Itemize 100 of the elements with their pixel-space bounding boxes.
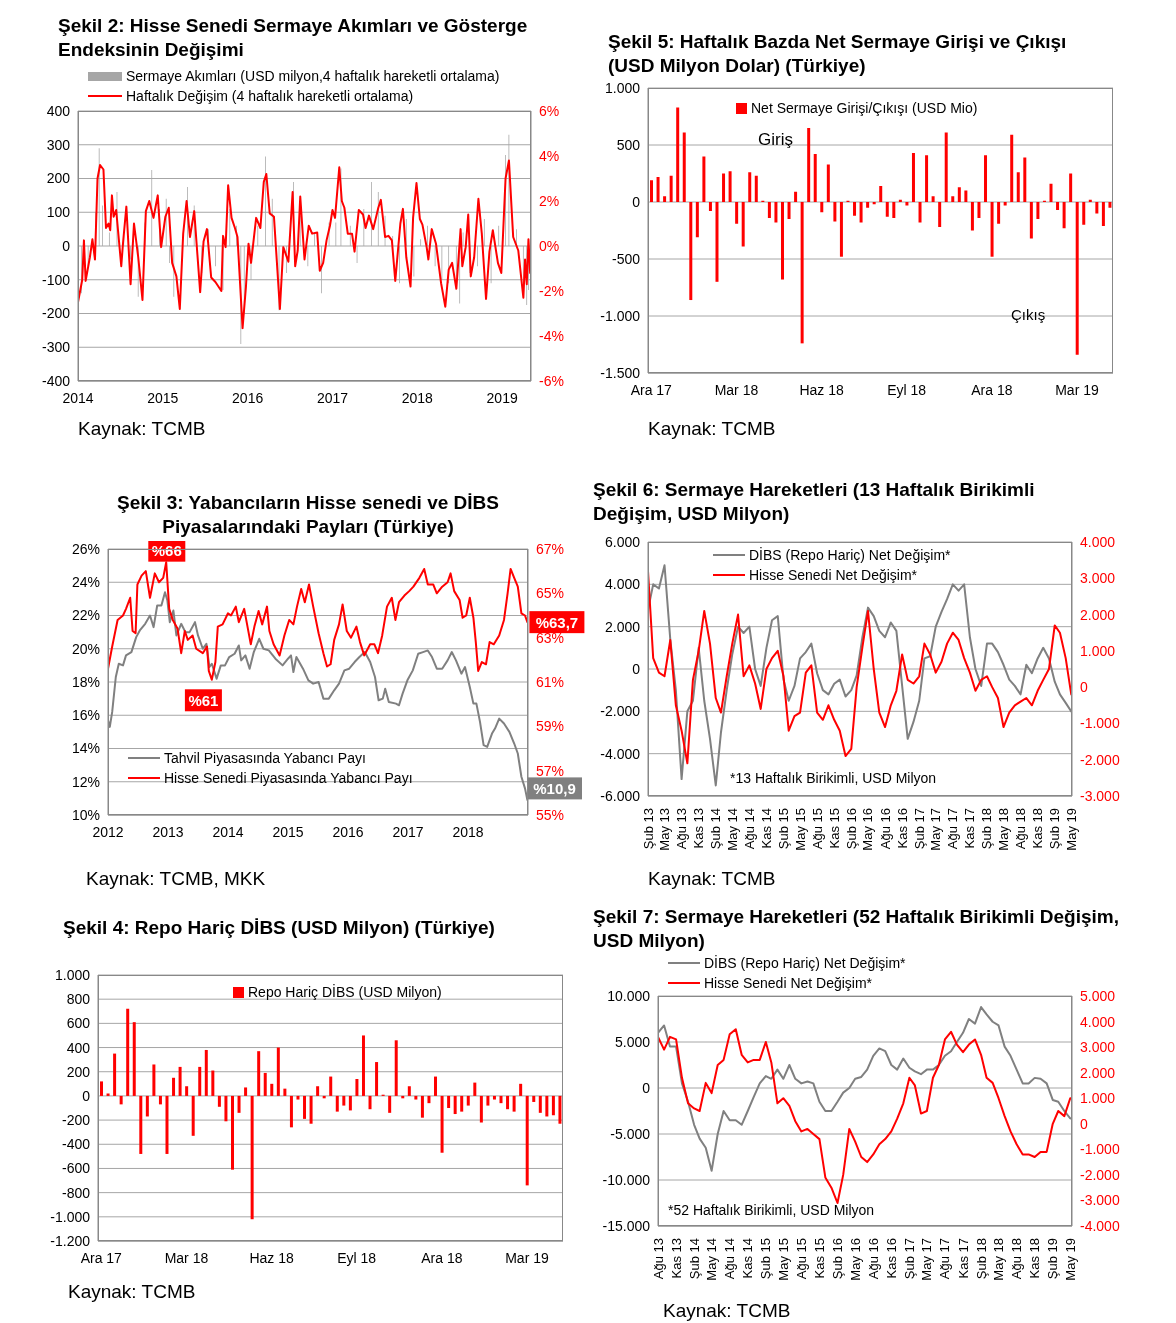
y2-tick-label: 5.000 — [1080, 987, 1116, 1004]
x-tick-label: 2014 — [62, 390, 94, 406]
text: Kaynak: TCMB — [648, 868, 776, 890]
y-tick-label: 800 — [66, 991, 91, 1008]
x-tick-label: Ağu 13 — [650, 1238, 666, 1280]
legend-label: DİBS (Repo Hariç) Net Değişim* — [749, 546, 951, 565]
x-tick-label: Mar 18 — [164, 1250, 209, 1266]
chart-title: Şekil 4: Repo Hariç DİBS (USD Milyon) (Türkiye) — [63, 916, 496, 940]
y2-tick-label: 57% — [536, 762, 565, 779]
x-tick-label: Kas 17 — [962, 808, 978, 849]
y-tick-label: -400 — [41, 372, 71, 389]
x-tick-label: May 15 — [792, 808, 808, 851]
y-tick-label: 200 — [66, 1063, 91, 1080]
y-tick-label: 20% — [71, 640, 100, 657]
x-tick-label: May 19 — [1062, 1238, 1078, 1281]
legend-label: Tahvil Piyasasında Yabancı Payı — [164, 749, 366, 768]
x-tick-label: Kas 18 — [1030, 808, 1046, 849]
x-tick-label: May 16 — [847, 1238, 863, 1281]
y-tick-label: -500 — [611, 250, 641, 267]
y-tick-label: 400 — [66, 1039, 91, 1056]
y-tick-label: -800 — [61, 1184, 91, 1201]
annotation: Çıkış — [1011, 306, 1046, 323]
y-tick-label: 0 — [82, 1087, 91, 1104]
y-tick-label: 400 — [46, 102, 71, 119]
x-tick-label: 2016 — [332, 824, 364, 840]
x-tick-label: Mar 19 — [505, 1250, 549, 1266]
y-tick-label: 4.000 — [604, 576, 641, 593]
chart-title: Şekil 5: Haftalık Bazda Net Sermaye Girişi ve Çıkışı (USD Milyon Dolar) (Türkiye) — [608, 30, 1068, 78]
y2-tick-label: 55% — [536, 806, 565, 823]
x-tick-label: Kas 13 — [691, 808, 707, 849]
x-tick-label: Mar 19 — [1055, 382, 1099, 398]
text: Kaynak: TCMB, MKK — [86, 868, 266, 890]
x-tick-label: 2019 — [486, 390, 518, 406]
y-tick-label: 2.000 — [604, 618, 641, 635]
legend-label: DİBS (Repo Hariç) Net Değişim* — [704, 954, 906, 973]
x-tick-label: Haz 18 — [249, 1250, 294, 1266]
y-tick-label: 26% — [71, 540, 100, 557]
chart-title: Şekil 6: Sermaye Hareketleri (13 Haftalık Birikimli Değişim, USD Milyon) — [593, 478, 1036, 526]
legend-label: Haftalık Değişim (4 haftalık hareketli ortalama) — [126, 87, 414, 106]
x-tick-label: 2017 — [392, 824, 424, 840]
text: Kaynak: TCMB — [68, 1281, 196, 1303]
y-tick-label: 600 — [66, 1015, 91, 1032]
y-tick-label: 22% — [71, 607, 100, 624]
x-tick-label: Şub 14 — [708, 808, 724, 850]
chart-title: Şekil 3: Yabancıların Hisse senedi ve DİBS Piyasalarındaki Payları (Türkiye) — [116, 491, 500, 539]
y-tick-label: 100 — [46, 204, 71, 221]
x-tick-label: 2018 — [401, 390, 434, 406]
x-tick-label: Ağu 15 — [809, 808, 825, 850]
annotation: %10,9 — [533, 779, 576, 797]
y-tick-label: 500 — [616, 136, 641, 153]
x-tick-label: May 16 — [860, 808, 876, 851]
legend-label: Hisse Senedi Net Değişim* — [749, 566, 918, 585]
y2-tick-label: 0% — [539, 237, 560, 254]
x-tick-label: Ara 18 — [421, 1250, 463, 1266]
y-tick-label: 0 — [642, 1079, 651, 1096]
x-tick-label: Ağu 17 — [945, 808, 961, 850]
x-tick-label: Şub 19 — [1045, 1238, 1061, 1280]
annotation: %63,7 — [535, 613, 579, 631]
x-tick-label: Kas 16 — [894, 808, 910, 849]
y2-tick-label: 2% — [539, 192, 560, 209]
y-tick-label: 300 — [46, 136, 71, 153]
x-tick-label: 2012 — [92, 824, 124, 840]
y2-tick-label: -1.000 — [1080, 1141, 1120, 1158]
legend-label: Hisse Senedi Piyasasında Yabancı Payı — [164, 769, 413, 788]
y2-tick-label: 4.000 — [1080, 1013, 1116, 1030]
x-tick-label: May 17 — [919, 1238, 935, 1281]
x-tick-label: Ağu 15 — [793, 1238, 809, 1280]
y-tick-label: 1.000 — [54, 966, 91, 983]
y2-tick-label: 4% — [539, 147, 560, 164]
x-tick-label: 2013 — [152, 824, 184, 840]
x-tick-label: Kas 14 — [758, 808, 774, 849]
x-tick-label: Ağu 13 — [674, 808, 690, 850]
x-tick-label: 2017 — [316, 390, 349, 406]
y-tick-label: -200 — [61, 1112, 91, 1129]
x-tick-label: Şub 19 — [1047, 808, 1063, 850]
x-tick-label: Ara 17 — [630, 382, 673, 398]
y-tick-label: -4.000 — [600, 745, 641, 762]
y-tick-label: -300 — [41, 339, 71, 356]
x-tick-label: 2016 — [232, 390, 264, 406]
legend-label: Repo Hariç DİBS (USD Milyon) — [248, 983, 442, 1002]
y-tick-label: 5.000 — [614, 1033, 651, 1050]
x-tick-label: Şub 15 — [776, 808, 792, 850]
y-tick-label: 18% — [71, 673, 100, 690]
y2-tick-label: 3.000 — [1080, 570, 1116, 587]
y2-tick-label: 0 — [1080, 679, 1088, 696]
y-tick-label: -1.000 — [50, 1208, 91, 1225]
x-tick-label: May 13 — [657, 808, 673, 851]
x-tick-label: Kas 14 — [740, 1238, 756, 1279]
y-tick-label: 0 — [632, 660, 641, 677]
x-tick-label: May 15 — [775, 1238, 791, 1281]
y2-tick-label: -6% — [539, 372, 564, 389]
x-tick-label: May 19 — [1063, 808, 1079, 851]
x-tick-label: Mar 18 — [714, 382, 759, 398]
y2-tick-label: 3.000 — [1080, 1039, 1116, 1056]
x-tick-label: May 18 — [991, 1238, 1007, 1281]
annotation: *13 Haftalık Birikimli, USD Milyon — [730, 770, 937, 786]
x-tick-label: Şub 17 — [911, 808, 927, 850]
y-tick-label: -1.000 — [600, 307, 641, 324]
y2-tick-label: 65% — [536, 585, 565, 602]
y-tick-label: -1.200 — [50, 1232, 91, 1249]
